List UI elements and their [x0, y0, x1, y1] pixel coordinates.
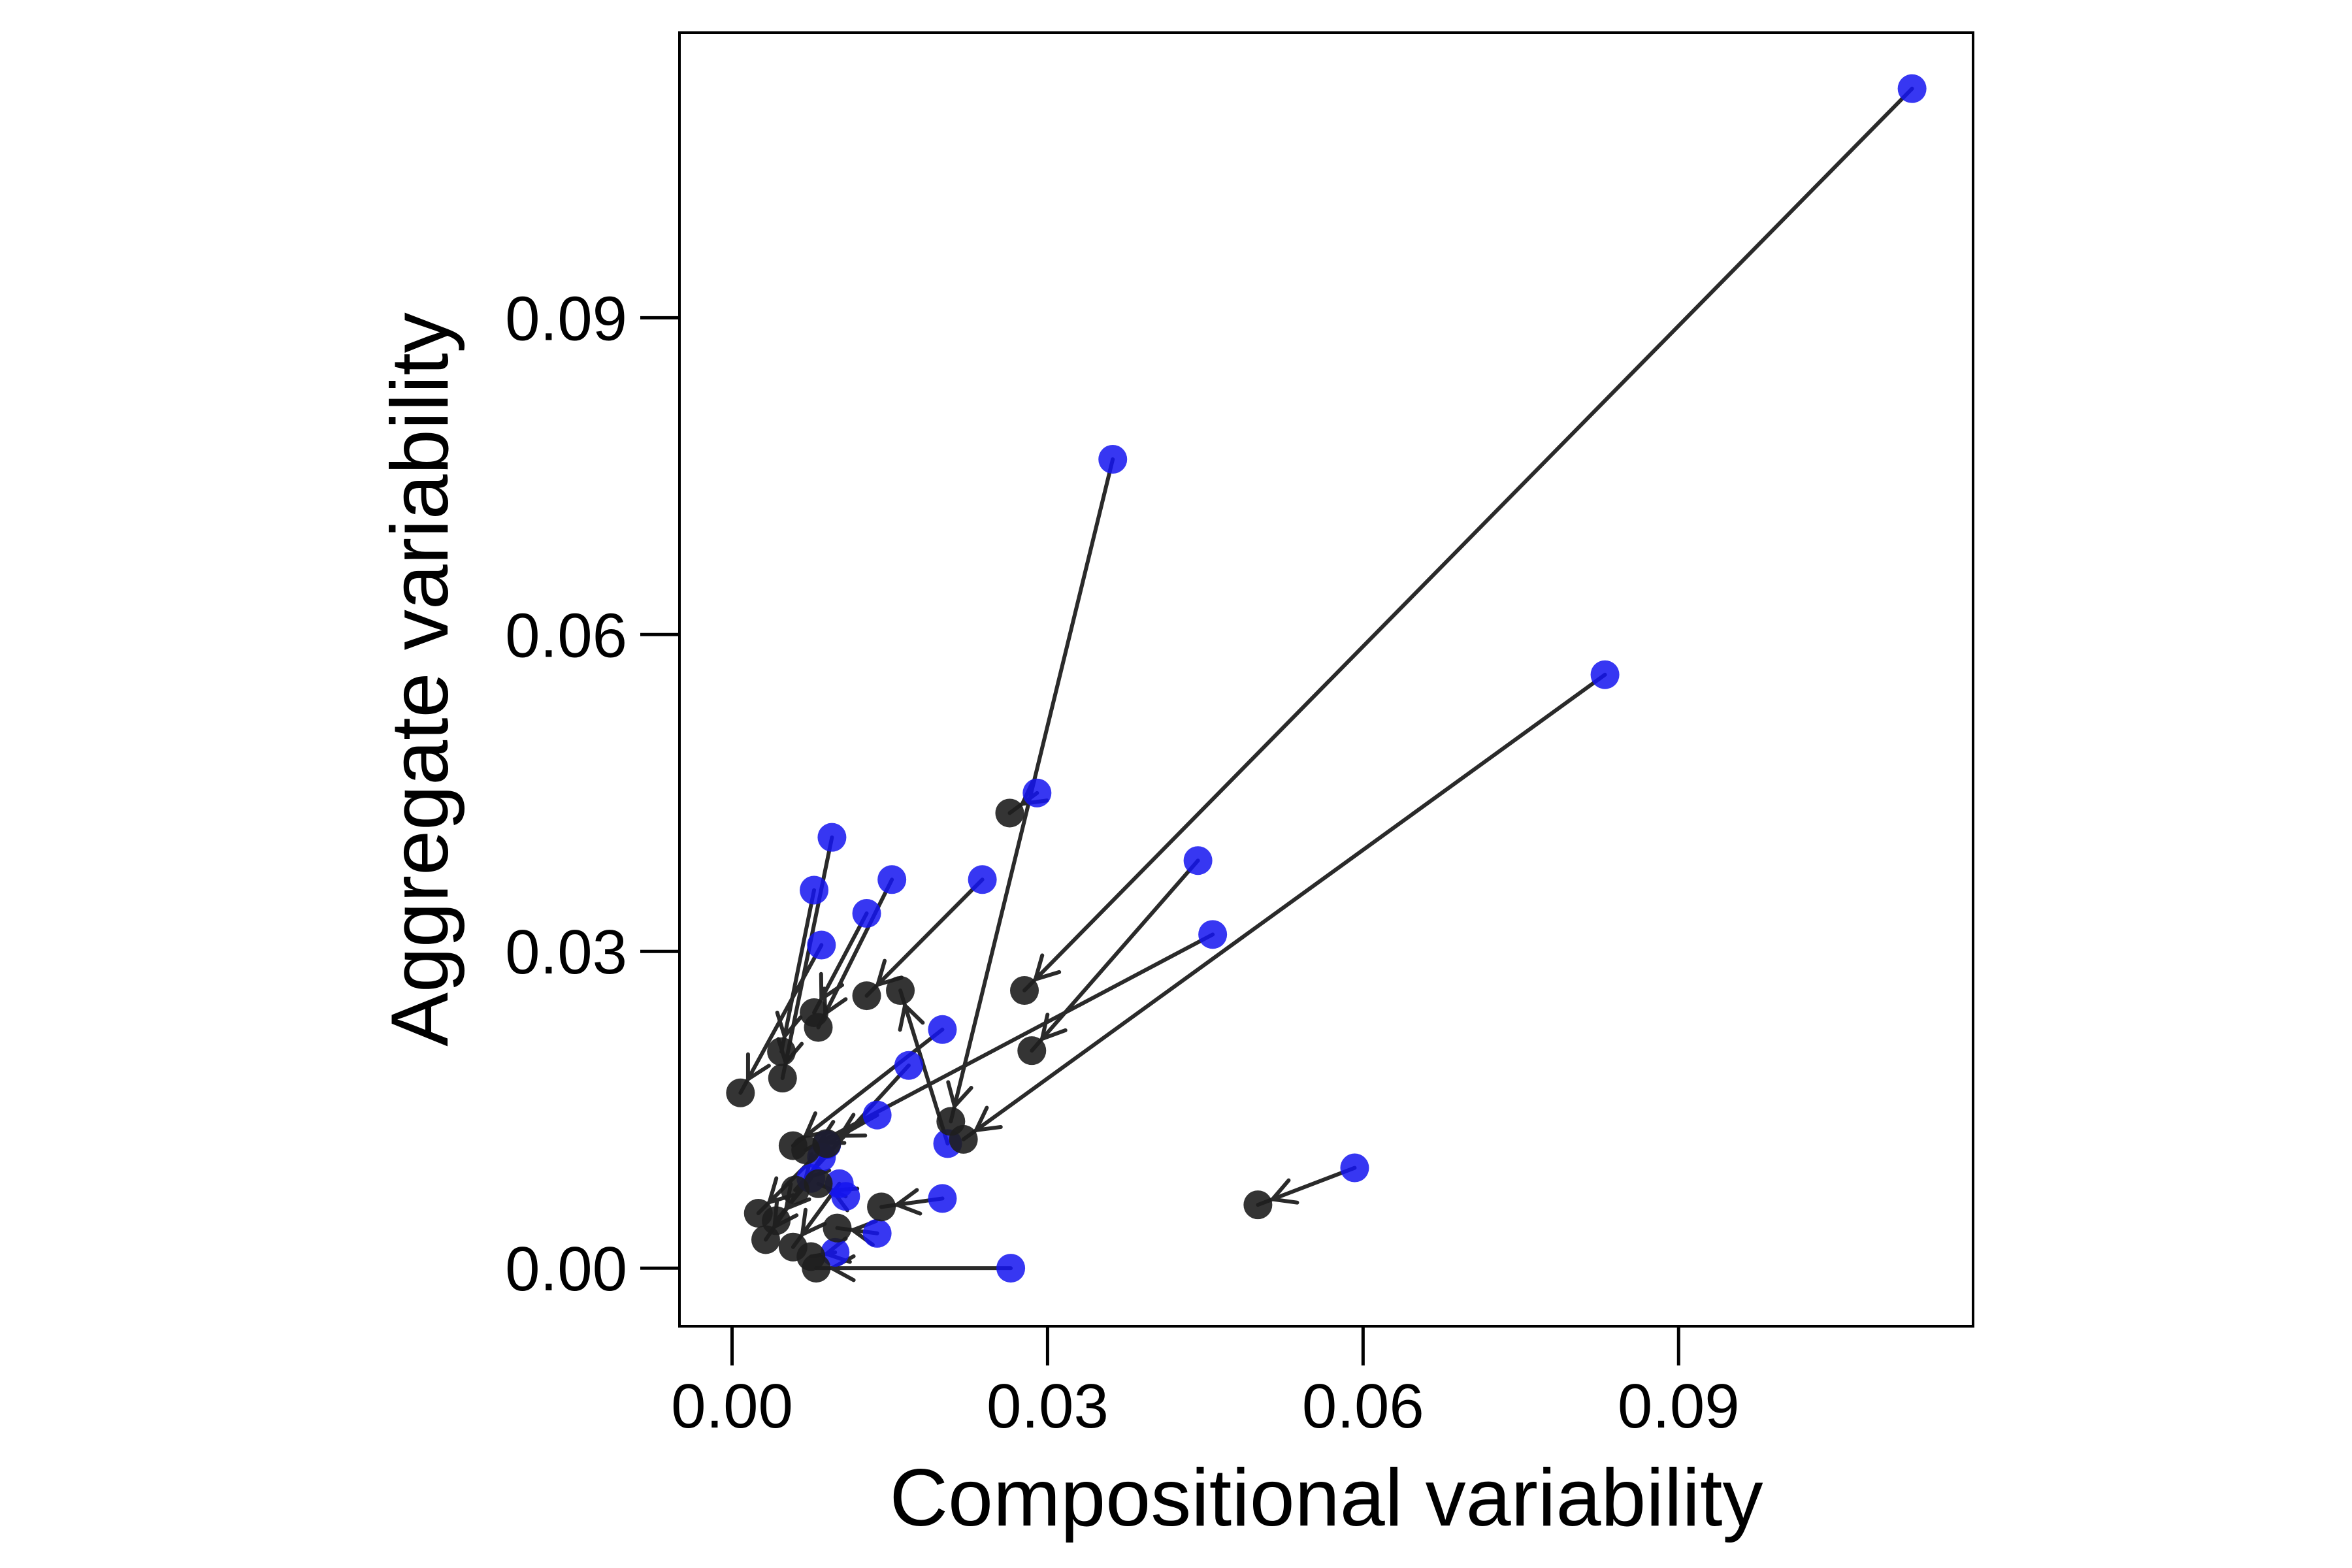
- start-point: [821, 1237, 850, 1267]
- trajectory-line: [1022, 86, 1914, 993]
- end-point: [812, 1129, 841, 1158]
- axis-ticks: 0.00 0.03 0.06 0.09 0.00 0.03 0.06 0.09: [505, 284, 1740, 1441]
- y-tick-label: 0.06: [505, 600, 627, 670]
- start-point: [807, 930, 836, 960]
- end-point: [767, 1037, 796, 1066]
- start-point: [1183, 846, 1213, 875]
- x-tick-label: 0.09: [1618, 1371, 1740, 1441]
- end-point: [936, 1107, 966, 1136]
- arrow-head: [1039, 1012, 1068, 1042]
- end-point: [778, 1131, 808, 1160]
- end-point: [768, 1064, 797, 1093]
- start-point: [852, 899, 881, 928]
- start-point: [928, 1015, 957, 1044]
- end-point: [800, 998, 829, 1027]
- start-point: [877, 865, 907, 894]
- arrow-head: [1032, 953, 1062, 983]
- x-axis-title: Compositional variability: [890, 1453, 1763, 1543]
- end-point: [1010, 976, 1039, 1005]
- end-point: [995, 798, 1024, 828]
- arrow-head: [898, 1001, 925, 1032]
- end-point: [1243, 1190, 1273, 1220]
- trajectory-line: [864, 877, 985, 998]
- start-point: [968, 865, 997, 894]
- arrow-head: [892, 1188, 923, 1216]
- start-point: [862, 1218, 892, 1248]
- end-point: [1017, 1036, 1047, 1066]
- end-point: [823, 1213, 852, 1243]
- start-point: [1198, 920, 1228, 949]
- start-point: [1590, 660, 1620, 689]
- y-tick-label: 0.00: [505, 1234, 627, 1304]
- point-layer: [726, 74, 1927, 1283]
- start-point: [817, 823, 847, 852]
- arrow-head: [800, 1207, 827, 1238]
- trajectory-line: [961, 672, 1607, 1141]
- arrow-head: [836, 1113, 868, 1138]
- start-point: [894, 1051, 923, 1080]
- x-tick-label: 0.03: [987, 1371, 1109, 1441]
- trajectory-line: [779, 888, 817, 1054]
- y-tick-label: 0.03: [505, 917, 627, 987]
- arrow-head: [973, 1105, 1003, 1133]
- arrow-head: [819, 972, 844, 1003]
- start-point: [800, 875, 829, 905]
- end-point: [726, 1078, 755, 1107]
- y-tick-label: 0.09: [505, 284, 627, 353]
- start-point: [928, 1184, 957, 1213]
- start-point: [825, 1169, 854, 1198]
- y-axis-title: Aggregate variability: [375, 312, 465, 1047]
- trajectory-line: [780, 835, 834, 1081]
- start-point: [1098, 444, 1128, 474]
- end-point: [867, 1192, 896, 1222]
- start-point: [862, 1100, 892, 1130]
- arrow-head: [946, 1080, 973, 1111]
- arrow-layer: [738, 86, 1914, 1282]
- end-point: [852, 981, 881, 1011]
- arrow-head: [745, 1052, 771, 1083]
- trajectory-line: [738, 943, 824, 1095]
- start-point: [996, 1254, 1026, 1283]
- start-point: [1897, 74, 1927, 103]
- arrow-head: [1268, 1178, 1299, 1205]
- end-point: [886, 976, 915, 1005]
- x-tick-label: 0.06: [1302, 1371, 1424, 1441]
- start-point: [1340, 1153, 1369, 1183]
- end-point: [804, 1169, 833, 1198]
- end-point: [781, 1175, 810, 1205]
- plot-frame: [678, 31, 1974, 1328]
- trajectory-line: [816, 877, 894, 1030]
- start-point: [1022, 778, 1052, 808]
- trajectory-line: [1030, 858, 1200, 1053]
- end-point: [778, 1232, 808, 1262]
- x-tick-label: 0.00: [671, 1371, 793, 1441]
- end-point: [762, 1206, 791, 1235]
